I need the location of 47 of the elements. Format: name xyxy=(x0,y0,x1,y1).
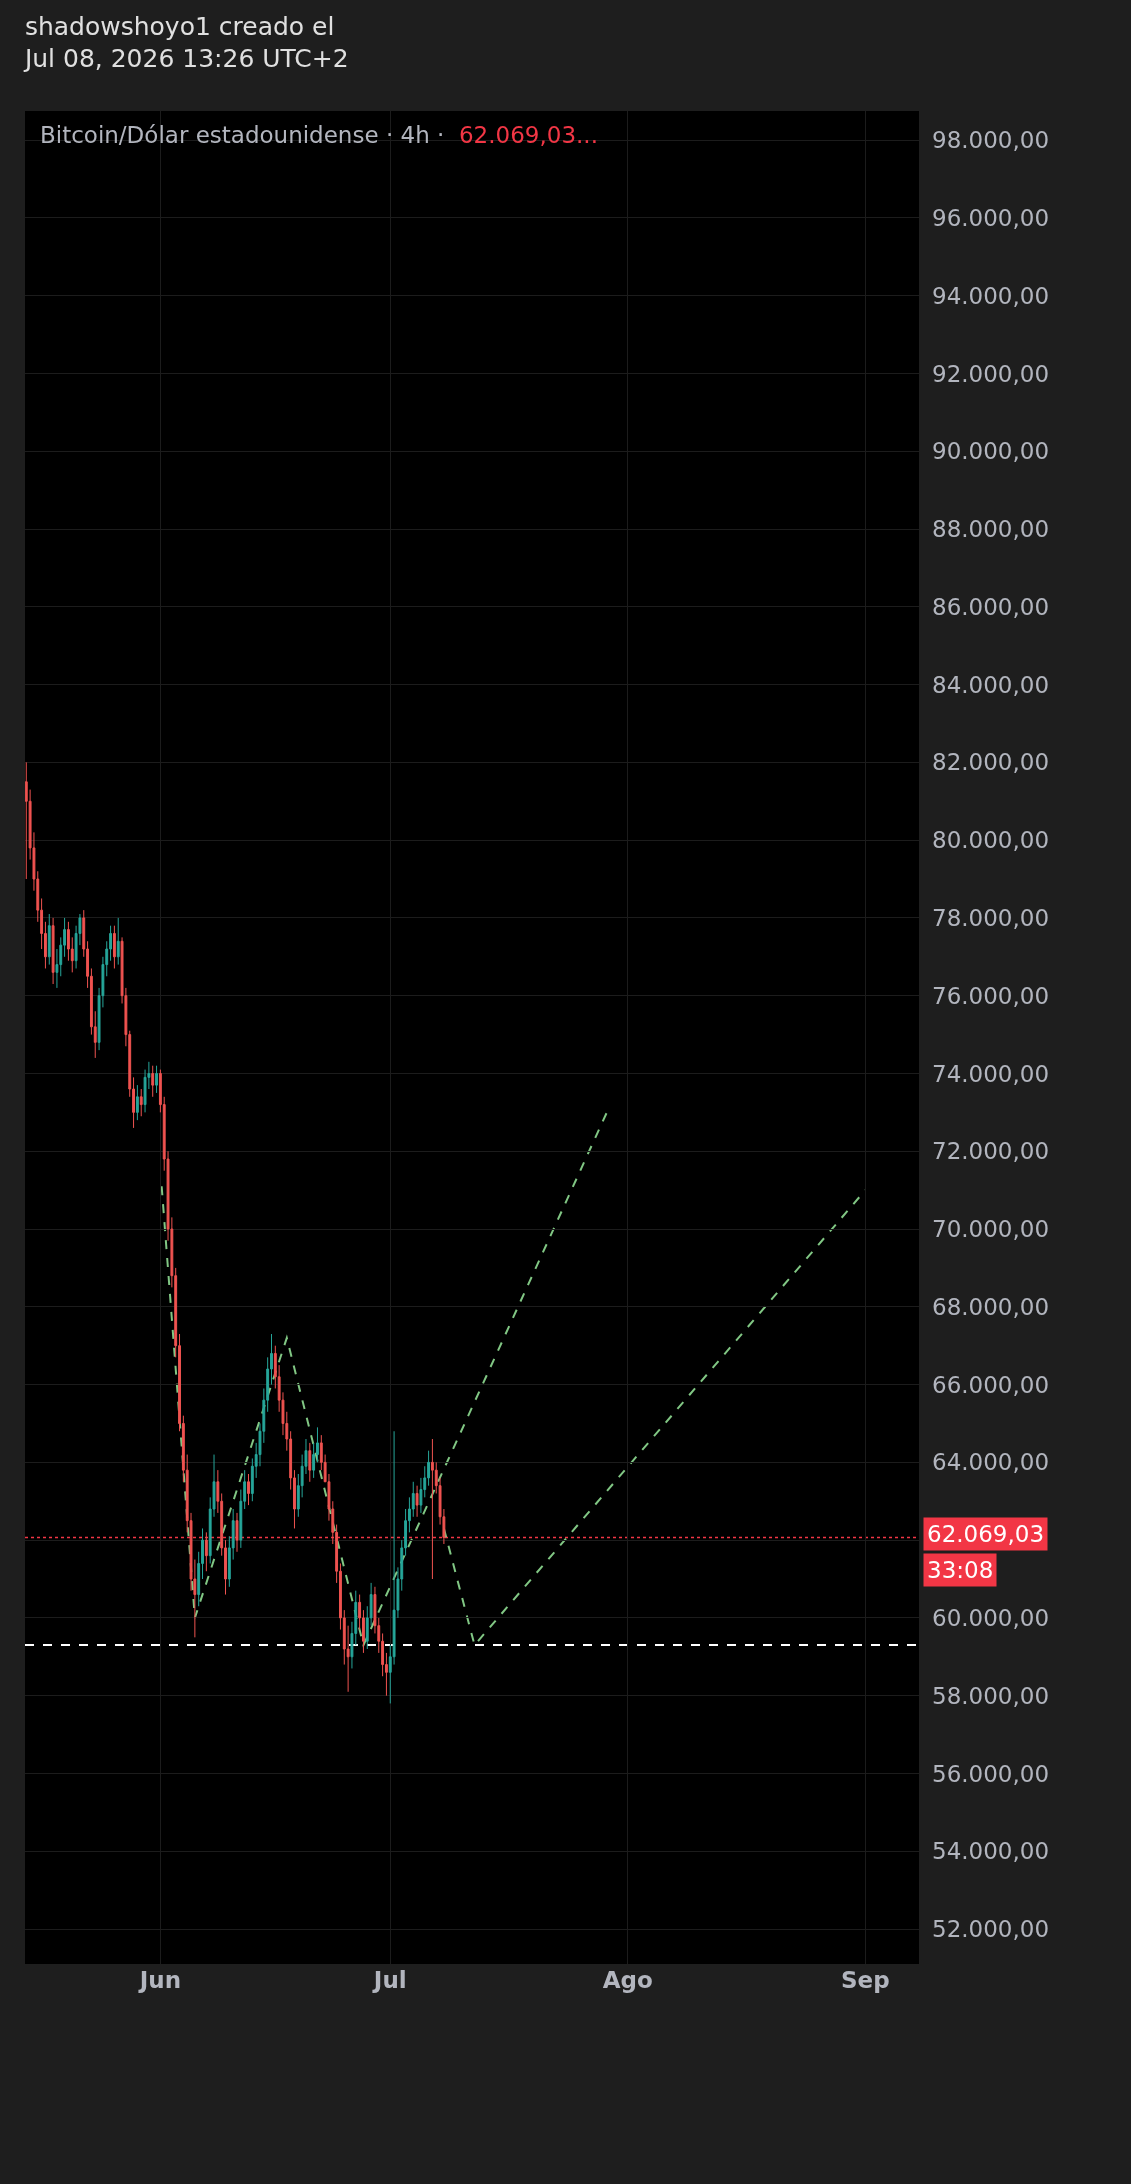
y-tick-label: 94.000,00 xyxy=(932,282,1050,309)
y-tick-label: 60.000,00 xyxy=(932,1604,1050,1631)
y-tick-label: 70.000,00 xyxy=(932,1216,1050,1243)
candlestick xyxy=(430,1438,434,1580)
candlestick xyxy=(415,1485,419,1518)
candlestick xyxy=(51,917,55,985)
ref-line-label: 62.069,03 xyxy=(927,1521,1045,1547)
y-tick-label: 76.000,00 xyxy=(932,982,1050,1009)
text: Bitcoin/Dólar estadounidense · 4h · xyxy=(40,122,445,148)
y-tick-label: 66.000,00 xyxy=(932,1371,1050,1398)
y-tick-label: 54.000,00 xyxy=(932,1838,1050,1865)
text: 33:08 xyxy=(927,1557,994,1583)
y-tick-label: 78.000,00 xyxy=(932,904,1050,931)
chart-title: shadowshoyo1 creado el Jul 08, 2026 13:26 UTC+2 xyxy=(22,11,349,74)
y-tick-label: 74.000,00 xyxy=(932,1060,1050,1087)
candlestick xyxy=(204,1531,208,1572)
y-tick-label: 86.000,00 xyxy=(932,593,1050,620)
y-tick-label: 92.000,00 xyxy=(932,360,1050,387)
y-tick-label: 88.000,00 xyxy=(932,516,1050,543)
y-tick-label: 58.000,00 xyxy=(932,1682,1050,1709)
y-tick-label: 56.000,00 xyxy=(932,1760,1050,1787)
annotation: 62.069,03... xyxy=(458,122,598,148)
y-tick-label: 72.000,00 xyxy=(932,1138,1050,1165)
candlestick xyxy=(235,1512,239,1553)
candlestick xyxy=(135,1084,139,1121)
y-tick-label: 52.000,00 xyxy=(932,1916,1050,1943)
x-tick-label: Ago xyxy=(602,1967,653,1993)
x-tick-label: Jun xyxy=(137,1967,182,1993)
y-tick-label: 90.000,00 xyxy=(932,438,1050,465)
candlestick xyxy=(308,1442,312,1483)
candlestick xyxy=(116,917,120,966)
candlestick xyxy=(25,761,28,880)
candlestick xyxy=(112,925,116,969)
candlestick xyxy=(247,1473,250,1506)
candlestick xyxy=(151,1065,155,1098)
y-tick-label: 84.000,00 xyxy=(932,671,1050,698)
y-tick-label: 64.000,00 xyxy=(932,1449,1050,1476)
candlestick xyxy=(155,1065,158,1094)
y-tick-label: 96.000,00 xyxy=(932,204,1050,231)
y-tick-label: 82.000,00 xyxy=(932,749,1050,776)
y-tick-label: 98.000,00 xyxy=(932,127,1050,154)
x-tick-label: Jul xyxy=(371,1967,407,1993)
candlestick xyxy=(47,913,51,966)
y-tick-label: 80.000,00 xyxy=(932,827,1050,854)
candlestick xyxy=(139,1088,143,1117)
x-tick-label: Sep xyxy=(841,1967,890,1993)
y-tick-label: 68.000,00 xyxy=(932,1293,1050,1320)
